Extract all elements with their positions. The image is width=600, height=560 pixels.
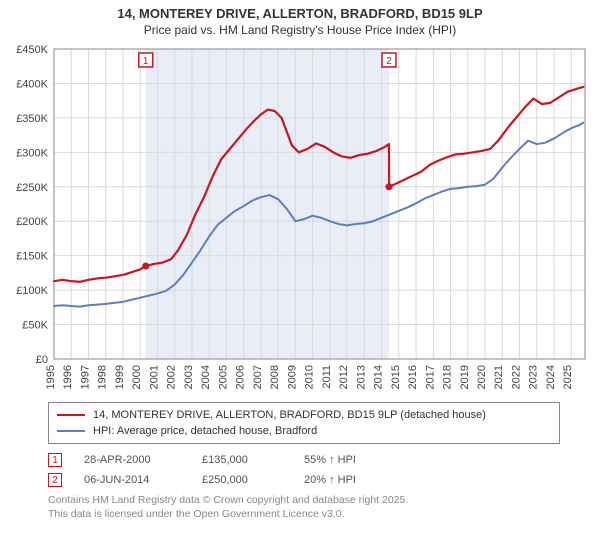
- x-tick-label: 2002: [166, 365, 178, 389]
- footer-attribution: Contains HM Land Registry data © Crown c…: [48, 494, 560, 521]
- y-tick-label: £350K: [16, 113, 48, 125]
- x-tick-label: 2019: [459, 365, 471, 389]
- x-tick-label: 2010: [304, 365, 316, 389]
- x-tick-label: 2017: [424, 365, 436, 389]
- sale-price: £135,000: [202, 454, 282, 466]
- x-tick-label: 2006: [235, 365, 247, 389]
- x-tick-label: 2000: [131, 365, 143, 389]
- sale-date: 06-JUN-2014: [84, 474, 180, 486]
- sale-price: £250,000: [202, 474, 282, 486]
- y-tick-label: £250K: [16, 182, 48, 194]
- x-tick-label: 2012: [338, 365, 350, 389]
- chart-area: £0 £50K £100K £150K £200K £250K £300K £350K £400…: [10, 43, 590, 398]
- sale-row: 1 28-APR-2000 £135,000 55% ↑ HPI: [48, 450, 560, 470]
- shade-band: [146, 49, 389, 359]
- title-sub: Price paid vs. HM Land Registry's House …: [0, 23, 600, 37]
- sale-delta: 55% ↑ HPI: [304, 454, 356, 466]
- legend-swatch: [57, 430, 85, 432]
- x-tick-label: 2016: [407, 365, 419, 389]
- y-tick-label: £50K: [22, 320, 48, 332]
- title-main: 14, MONTEREY DRIVE, ALLERTON, BRADFORD, …: [0, 6, 600, 21]
- x-tick-label: 2005: [217, 365, 229, 389]
- sale-marker: 1: [48, 453, 62, 467]
- sale-delta: 20% ↑ HPI: [304, 474, 356, 486]
- x-tick-label: 2008: [269, 365, 281, 389]
- x-tick-label: 2022: [510, 365, 522, 389]
- x-tick-label: 2004: [200, 365, 212, 389]
- x-tick-label: 2021: [493, 365, 505, 389]
- sale-flag-label: 1: [143, 56, 149, 67]
- sale-point-1: [142, 263, 149, 270]
- y-tick-label: £450K: [16, 44, 48, 56]
- legend-row: HPI: Average price, detached house, Brad…: [57, 423, 551, 439]
- x-tick-label: 2024: [545, 365, 557, 389]
- x-tick-label: 2025: [562, 365, 574, 389]
- legend-swatch: [57, 414, 85, 416]
- x-tick-label: 1997: [79, 365, 91, 389]
- sale-flag-label: 2: [386, 56, 392, 67]
- y-tick-label: £200K: [16, 216, 48, 228]
- legend-row: 14, MONTEREY DRIVE, ALLERTON, BRADFORD, …: [57, 407, 551, 423]
- sale-date: 28-APR-2000: [84, 454, 180, 466]
- y-tick-label: £300K: [16, 147, 48, 159]
- chart-titles: 14, MONTEREY DRIVE, ALLERTON, BRADFORD, …: [0, 0, 600, 37]
- sale-row: 2 06-JUN-2014 £250,000 20% ↑ HPI: [48, 470, 560, 490]
- x-tick-label: 2011: [321, 365, 333, 389]
- x-tick-label: 1998: [97, 365, 109, 389]
- x-tick-label: 2015: [390, 365, 402, 389]
- x-tick-label: 2001: [148, 365, 160, 389]
- y-tick-label: £100K: [16, 285, 48, 297]
- y-tick-label: £400K: [16, 78, 48, 90]
- sale-point-2: [385, 183, 392, 190]
- x-tick-label: 2023: [528, 365, 540, 389]
- sale-marker: 2: [48, 473, 62, 487]
- footer-line-2: This data is licensed under the Open Gov…: [48, 508, 560, 522]
- x-tick-label: 2007: [252, 365, 264, 389]
- y-tick-label: £150K: [16, 251, 48, 263]
- x-tick-label: 1995: [45, 365, 57, 389]
- legend-box: 14, MONTEREY DRIVE, ALLERTON, BRADFORD, …: [48, 402, 560, 444]
- x-tick-label: 1996: [62, 365, 74, 389]
- legend-label: 14, MONTEREY DRIVE, ALLERTON, BRADFORD, …: [93, 409, 486, 421]
- sales-table: 1 28-APR-2000 £135,000 55% ↑ HPI 2 06-JUN-201…: [48, 450, 560, 490]
- legend-label: HPI: Average price, detached house, Brad…: [93, 425, 317, 437]
- x-tick-label: 2018: [442, 365, 454, 389]
- x-tick-label: 2013: [355, 365, 367, 389]
- x-tick-label: 2014: [373, 365, 385, 389]
- x-tick-label: 2003: [183, 365, 195, 389]
- x-tick-label: 2020: [476, 365, 488, 389]
- footer-line-1: Contains HM Land Registry data © Crown c…: [48, 494, 560, 508]
- x-tick-label: 1999: [114, 365, 126, 389]
- y-tick-label: £0: [36, 354, 48, 366]
- x-tick-label: 2009: [286, 365, 298, 389]
- line-chart: £0 £50K £100K £150K £200K £250K £300K £350K £400…: [10, 43, 590, 398]
